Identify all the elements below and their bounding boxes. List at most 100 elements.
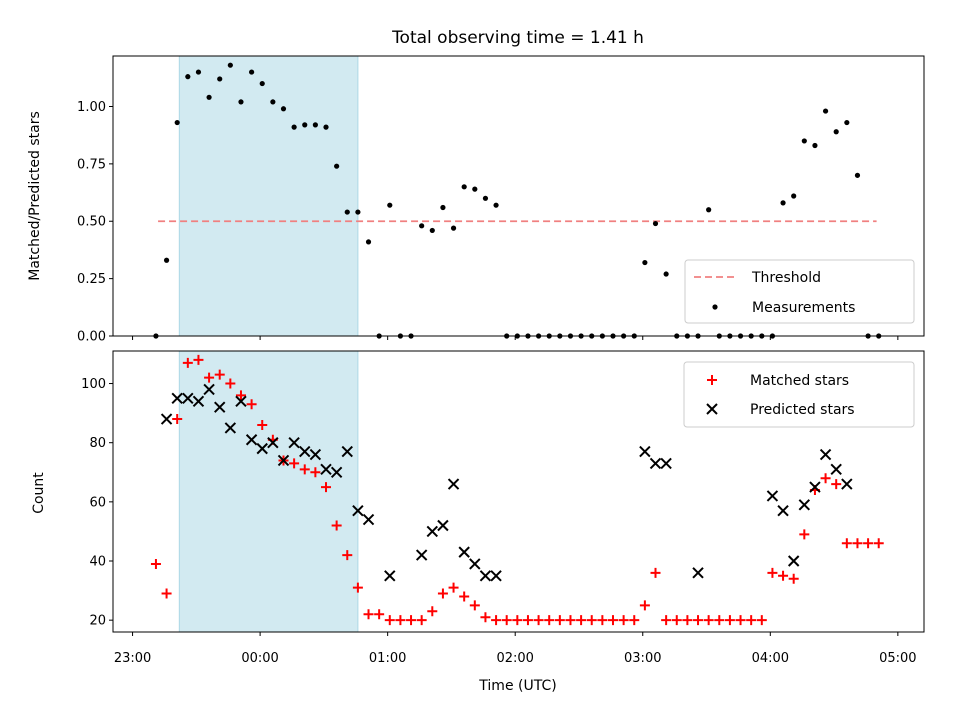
measurement-point — [791, 193, 797, 199]
legend-predicted-swatch — [706, 403, 718, 415]
matched-star-point — [554, 615, 565, 626]
measurement-point — [206, 94, 212, 100]
measurement-point — [249, 69, 255, 75]
matched-star-point — [671, 615, 682, 626]
measurement-point — [737, 333, 744, 339]
matched-star-point — [533, 615, 544, 626]
matched-star-point — [863, 538, 874, 549]
legend-box — [684, 259, 915, 324]
predicted-star-point — [830, 463, 842, 476]
measurement-point — [865, 333, 871, 339]
matched-star-point — [406, 615, 417, 626]
predicted-star-point — [341, 445, 353, 458]
bottom-legend: Matched stars Predicted stars — [683, 361, 915, 428]
measurement-point — [185, 74, 191, 80]
y-tick-label: 80 — [89, 436, 106, 451]
matched-star-point — [544, 615, 555, 626]
measurement-point — [535, 333, 542, 339]
measurement-point — [270, 99, 276, 105]
matched-star-point — [491, 615, 502, 626]
measurement-point — [684, 333, 690, 339]
matched-star-point — [661, 615, 672, 626]
measurement-point — [376, 333, 382, 339]
x-tick-label: 02:00 — [496, 651, 533, 666]
legend-matched-label: Matched stars — [750, 373, 849, 389]
x-tick-label: 05:00 — [879, 651, 916, 666]
measurement-point — [493, 202, 499, 208]
predicted-star-point — [245, 434, 258, 446]
measurement-point — [674, 333, 680, 339]
predicted-star-point — [362, 513, 375, 526]
matched-star-point — [607, 615, 618, 626]
top-legend: Threshold Measurements — [684, 259, 915, 324]
matched-star-point — [469, 600, 480, 611]
y-tick-label: 1.00 — [77, 100, 106, 115]
predicted-star-point — [490, 570, 502, 582]
predicted-star-point — [458, 546, 470, 558]
measurement-point — [769, 333, 776, 339]
measurement-point — [174, 119, 180, 126]
measurement-point — [525, 333, 531, 339]
measurement-point — [429, 227, 435, 234]
measurement-point — [748, 333, 754, 339]
measurement-point — [461, 184, 467, 190]
measurement-point — [759, 333, 765, 339]
matched-star-point — [629, 615, 640, 626]
predicted-star-point — [809, 481, 821, 493]
y-tick-label: 0.25 — [77, 272, 106, 287]
matched-star-point — [522, 615, 533, 626]
x-tick-label: 03:00 — [624, 651, 661, 666]
matched-star-point — [746, 615, 757, 626]
matched-star-point — [459, 591, 470, 602]
matched-star-point — [384, 615, 395, 626]
measurement-point — [610, 333, 616, 339]
matched-star-point — [693, 615, 704, 626]
measurement-point — [578, 333, 584, 339]
measurement-point — [621, 333, 627, 339]
predicted-star-point — [256, 442, 268, 455]
matched-star-point — [321, 482, 332, 493]
matched-star-point — [820, 473, 831, 484]
measurement-point — [419, 223, 425, 229]
matched-star-point — [735, 615, 746, 626]
predicted-star-point — [787, 555, 800, 567]
predicted-star-point — [309, 448, 322, 461]
measurement-point — [833, 129, 839, 135]
predicted-star-point — [766, 490, 779, 502]
measurement-point — [663, 271, 669, 277]
measurement-point — [514, 333, 520, 339]
measurement-point — [642, 259, 648, 266]
matched-star-point — [172, 414, 183, 425]
matched-star-point — [682, 615, 693, 626]
predicted-star-point — [819, 448, 832, 461]
legend-measurements-label: Measurements — [752, 300, 855, 316]
matched-star-point — [257, 419, 268, 430]
measurement-point — [557, 333, 563, 339]
matched-star-point — [448, 582, 459, 593]
shaded-region — [178, 350, 359, 633]
measurement-point — [504, 333, 510, 339]
predicted-star-point — [352, 505, 364, 517]
matched-star-point — [703, 615, 714, 626]
measurement-point — [302, 122, 308, 128]
measurement-point — [280, 106, 287, 112]
x-tick-label: 23:00 — [114, 651, 151, 666]
matched-star-point — [150, 558, 161, 569]
matched-star-point — [480, 612, 491, 623]
predicted-star-point — [479, 570, 492, 582]
measurement-point — [334, 163, 340, 169]
matched-star-point — [427, 606, 438, 617]
legend-measurements-swatch — [712, 304, 718, 310]
measurement-point — [450, 225, 457, 231]
matched-star-point — [597, 615, 608, 626]
matched-star-point — [352, 582, 363, 593]
measurement-point — [812, 142, 818, 149]
measurement-point — [238, 99, 244, 105]
matched-star-point — [310, 467, 321, 478]
measurement-point — [780, 200, 786, 206]
predicted-star-point — [330, 466, 343, 478]
matched-star-point — [214, 369, 225, 380]
matched-star-point — [841, 538, 852, 549]
predicted-star-point — [299, 445, 311, 458]
